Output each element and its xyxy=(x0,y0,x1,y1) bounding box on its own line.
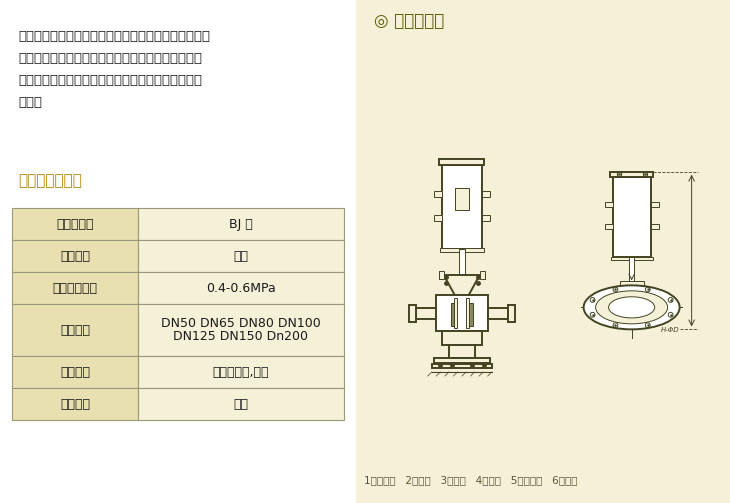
Bar xyxy=(442,165,482,249)
Text: 该阀打开，发送器输送结束时，改阀关闭。工作时，: 该阀打开，发送器输送结束时，改阀关闭。工作时， xyxy=(18,52,202,65)
Text: 气动出料阀设置于发送器物料出口处，发送器输送时，: 气动出料阀设置于发送器物料出口处，发送器输送时， xyxy=(18,30,210,43)
Bar xyxy=(439,159,484,165)
Bar xyxy=(454,298,457,328)
Text: ◎ 外形尺寸图: ◎ 外形尺寸图 xyxy=(374,12,444,30)
Bar xyxy=(604,224,612,229)
Text: 规格通径: 规格通径 xyxy=(60,323,90,337)
Bar xyxy=(12,272,138,304)
Bar xyxy=(449,345,474,358)
Text: 阀板材料: 阀板材料 xyxy=(60,366,90,378)
Bar xyxy=(610,172,653,178)
Bar xyxy=(12,208,138,240)
Bar xyxy=(629,258,634,281)
Bar xyxy=(434,215,442,221)
Bar xyxy=(508,304,515,321)
Bar xyxy=(12,388,138,420)
Bar xyxy=(650,224,658,229)
Text: H-ΦD: H-ΦD xyxy=(661,326,679,332)
Text: BJ 型: BJ 型 xyxy=(229,217,253,230)
Bar xyxy=(466,298,469,328)
Bar xyxy=(439,271,444,279)
Bar xyxy=(480,271,485,279)
Bar xyxy=(138,356,344,388)
Text: 主要技术参数：: 主要技术参数： xyxy=(18,173,82,188)
Bar xyxy=(138,240,344,272)
Text: 气动: 气动 xyxy=(234,249,248,263)
Text: 碳钢: 碳钢 xyxy=(234,397,248,410)
Bar xyxy=(450,303,454,325)
Text: 阀门。: 阀门。 xyxy=(18,96,42,109)
Bar xyxy=(12,304,138,356)
Bar xyxy=(442,331,482,345)
Bar xyxy=(12,356,138,388)
Bar xyxy=(604,202,612,207)
Ellipse shape xyxy=(596,291,668,324)
Ellipse shape xyxy=(609,297,655,318)
Bar xyxy=(610,257,653,261)
Bar xyxy=(138,388,344,420)
Text: 阀体材料: 阀体材料 xyxy=(60,397,90,410)
Bar xyxy=(415,307,436,318)
Bar xyxy=(12,240,138,272)
Bar xyxy=(612,178,650,258)
Text: 气缸工作压力: 气缸工作压力 xyxy=(53,282,98,294)
Bar xyxy=(356,0,730,503)
Bar xyxy=(459,249,464,275)
Text: 硬质钨合金,陶瓷: 硬质钨合金,陶瓷 xyxy=(212,366,269,378)
Text: 驱动方式: 驱动方式 xyxy=(60,249,90,263)
Bar xyxy=(138,208,344,240)
Bar xyxy=(488,307,508,318)
Bar xyxy=(455,188,469,210)
Bar xyxy=(620,281,644,287)
Bar xyxy=(138,272,344,304)
Bar xyxy=(439,248,484,252)
Bar xyxy=(138,304,344,356)
Ellipse shape xyxy=(583,285,680,329)
Bar xyxy=(434,192,442,197)
Bar xyxy=(436,295,488,331)
Bar xyxy=(650,202,658,207)
Text: DN125 DN150 Dn200: DN125 DN150 Dn200 xyxy=(173,330,308,343)
Bar xyxy=(409,304,415,321)
Bar xyxy=(469,303,473,325)
Bar xyxy=(482,215,490,221)
Bar xyxy=(431,364,492,368)
Text: DN50 DN65 DN80 DN100: DN50 DN65 DN80 DN100 xyxy=(161,317,320,330)
Text: 0.4-0.6MPa: 0.4-0.6MPa xyxy=(206,282,276,294)
Text: 气缸通过手柄带动阀芯做回转运动，从而打开或关闭: 气缸通过手柄带动阀芯做回转运动，从而打开或关闭 xyxy=(18,74,202,87)
Bar xyxy=(482,192,490,197)
Text: 1、密封座   2、阀板   3、压盖   4、阀座   5、阀板座   6、阀盖: 1、密封座 2、阀板 3、压盖 4、阀座 5、阀板座 6、阀盖 xyxy=(364,475,577,485)
Text: 形式及型号: 形式及型号 xyxy=(56,217,93,230)
Bar xyxy=(434,358,490,363)
